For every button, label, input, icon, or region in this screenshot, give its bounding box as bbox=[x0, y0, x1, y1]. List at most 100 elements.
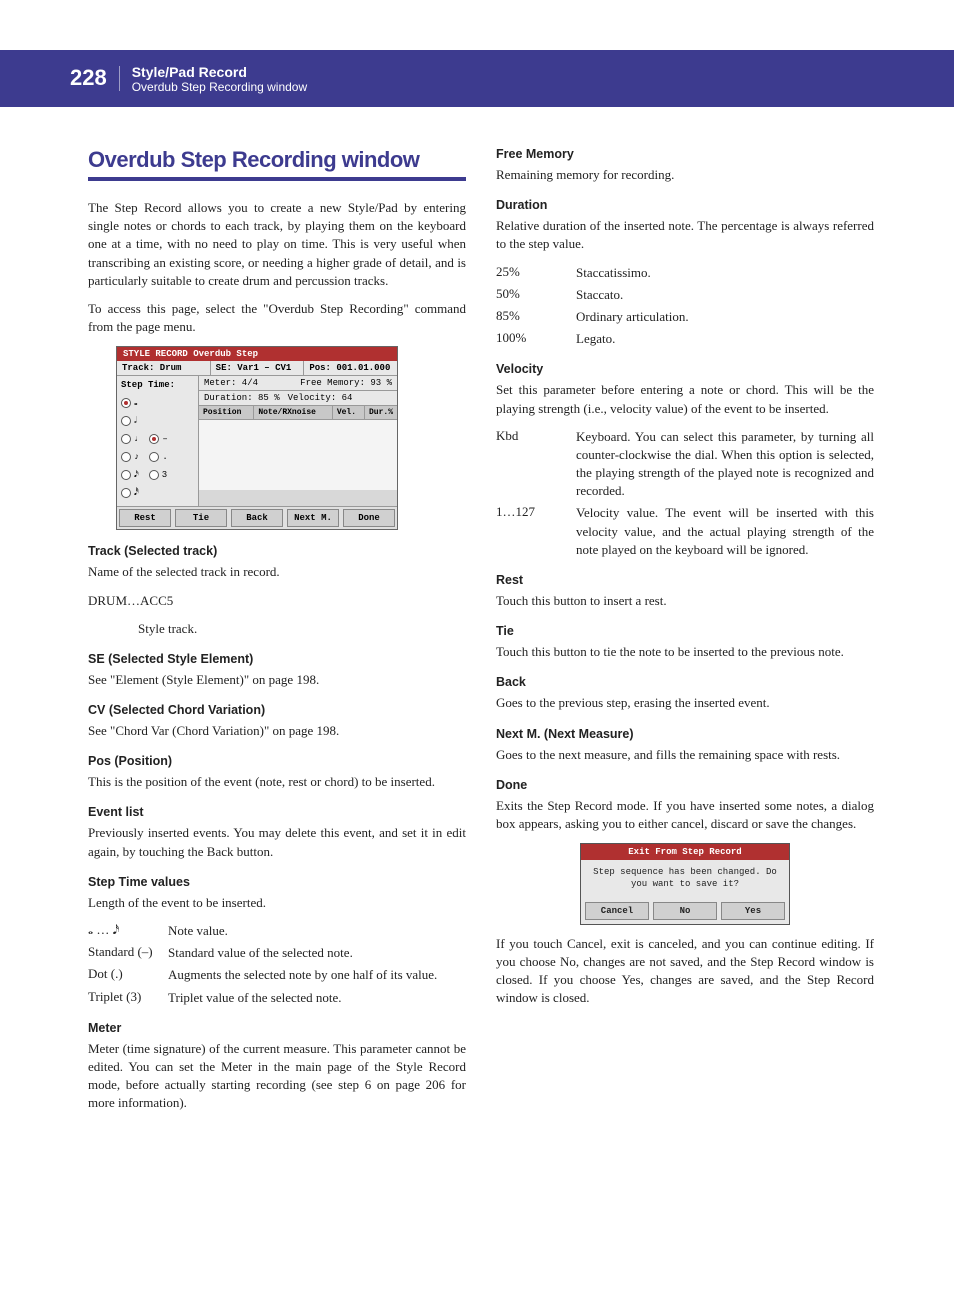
intro-p1: The Step Record allows you to create a n… bbox=[88, 199, 466, 290]
table-row: 𝅝 … 𝅘𝅥𝅯 Note value. bbox=[88, 922, 466, 940]
cv-head: CV (Selected Chord Variation) bbox=[88, 703, 466, 717]
table-row: 85% Ordinary articulation. bbox=[496, 308, 874, 326]
track-range: DRUM…ACC5 bbox=[88, 592, 466, 610]
meter-body: Meter (time signature) of the current me… bbox=[88, 1040, 466, 1113]
steptime-panel: Step Time: 𝅝 𝅗𝅥 ♩ – ♪ bbox=[117, 376, 199, 506]
dur-r1-t: 25% bbox=[496, 264, 576, 282]
info-pos: Pos: 001.01.000 bbox=[304, 361, 397, 375]
param-velocity: Velocity: 64 bbox=[288, 393, 353, 403]
st-r2-term: Standard (–) bbox=[88, 944, 168, 962]
window-buttons: Rest Tie Back Next M. Done bbox=[117, 506, 397, 529]
table-row: 100% Legato. bbox=[496, 330, 874, 348]
radio-mod-dash[interactable]: – bbox=[149, 434, 167, 444]
exit-dialog: Exit From Step Record Step sequence has … bbox=[580, 843, 790, 924]
back-body: Goes to the previous step, erasing the i… bbox=[496, 694, 874, 712]
done-button[interactable]: Done bbox=[343, 509, 395, 527]
nextm-button[interactable]: Next M. bbox=[287, 509, 339, 527]
content-columns: Overdub Step Recording window The Step R… bbox=[0, 107, 954, 1123]
header-subtitle: Overdub Step Recording window bbox=[132, 80, 307, 94]
nextm-head: Next M. (Next Measure) bbox=[496, 727, 874, 741]
page-header: 228 Style/Pad Record Overdub Step Record… bbox=[0, 50, 954, 107]
radio-eighth[interactable]: ♪ bbox=[121, 452, 139, 462]
table-row: Dot (.) Augments the selected note by on… bbox=[88, 966, 466, 984]
rest-body: Touch this button to insert a rest. bbox=[496, 592, 874, 610]
back-button[interactable]: Back bbox=[231, 509, 283, 527]
table-row: Standard (–) Standard value of the selec… bbox=[88, 944, 466, 962]
se-body: See "Element (Style Element)" on page 19… bbox=[88, 671, 466, 689]
info-track: Track: Drum bbox=[117, 361, 211, 375]
tie-head: Tie bbox=[496, 624, 874, 638]
velocity-head: Velocity bbox=[496, 362, 874, 376]
st-r1-def: Note value. bbox=[168, 922, 466, 940]
dialog-message: Step sequence has been changed. Do you w… bbox=[581, 860, 789, 897]
right-column: Free Memory Remaining memory for recordi… bbox=[496, 147, 874, 1123]
param-row-2: Duration: 85 % Velocity: 64 bbox=[199, 391, 397, 406]
left-column: Overdub Step Recording window The Step R… bbox=[88, 147, 466, 1123]
dialog-no-button[interactable]: No bbox=[653, 902, 717, 920]
table-row: Triplet (3) Triplet value of the selecte… bbox=[88, 989, 466, 1007]
dur-r2-t: 50% bbox=[496, 286, 576, 304]
event-table-body bbox=[199, 420, 397, 490]
radio-whole[interactable]: 𝅝 bbox=[121, 398, 138, 408]
vel-r1-d: Keyboard. You can select this parameter,… bbox=[576, 428, 874, 501]
table-row: 1…127 Velocity value. The event will be … bbox=[496, 504, 874, 559]
steptime-head: Step Time values bbox=[88, 875, 466, 889]
section-title: Overdub Step Recording window bbox=[88, 147, 466, 181]
dur-r4-t: 100% bbox=[496, 330, 576, 348]
param-meter: Meter: 4/4 bbox=[204, 378, 258, 388]
header-title: Style/Pad Record bbox=[132, 64, 307, 80]
radio-mod-3[interactable]: 3 bbox=[149, 470, 167, 480]
radio-sixteenth[interactable]: 𝅘𝅥𝅯 bbox=[121, 470, 139, 480]
tie-button[interactable]: Tie bbox=[175, 509, 227, 527]
pos-body: This is the position of the event (note,… bbox=[88, 773, 466, 791]
st-r3-term: Dot (.) bbox=[88, 966, 168, 984]
col-dur: Dur.% bbox=[365, 406, 397, 419]
st-r2-def: Standard value of the selected note. bbox=[168, 944, 466, 962]
eventlist-body: Previously inserted events. You may dele… bbox=[88, 824, 466, 860]
page-number: 228 bbox=[10, 66, 120, 90]
dialog-cancel-button[interactable]: Cancel bbox=[585, 902, 649, 920]
page-container: 228 Style/Pad Record Overdub Step Record… bbox=[0, 50, 954, 1183]
track-body: Name of the selected track in record. bbox=[88, 563, 466, 581]
radio-mod-dot[interactable]: . bbox=[149, 452, 167, 462]
intro-p2: To access this page, select the "Overdub… bbox=[88, 300, 466, 336]
dialog-yes-button[interactable]: Yes bbox=[721, 902, 785, 920]
dur-r3-d: Ordinary articulation. bbox=[576, 308, 874, 326]
radio-quarter[interactable]: ♩ bbox=[121, 434, 139, 444]
duration-head: Duration bbox=[496, 198, 874, 212]
rest-button[interactable]: Rest bbox=[119, 509, 171, 527]
param-row-1: Meter: 4/4 Free Memory: 93 % bbox=[199, 376, 397, 391]
vel-r2-t: 1…127 bbox=[496, 504, 576, 559]
vel-r2-d: Velocity value. The event will be insert… bbox=[576, 504, 874, 559]
st-r3-def: Augments the selected note by one half o… bbox=[168, 966, 466, 984]
done-body: Exits the Step Record mode. If you have … bbox=[496, 797, 874, 833]
tie-body: Touch this button to tie the note to be … bbox=[496, 643, 874, 661]
col-position: Position bbox=[199, 406, 254, 419]
dur-r1-d: Staccatissimo. bbox=[576, 264, 874, 282]
dur-r3-t: 85% bbox=[496, 308, 576, 326]
freemem-head: Free Memory bbox=[496, 147, 874, 161]
table-row: 50% Staccato. bbox=[496, 286, 874, 304]
velocity-table: Kbd Keyboard. You can select this parame… bbox=[496, 428, 874, 559]
eventlist-head: Event list bbox=[88, 805, 466, 819]
event-table-header: Position Note/RXnoise Vel. Dur.% bbox=[199, 406, 397, 420]
st-r4-def: Triplet value of the selected note. bbox=[168, 989, 466, 1007]
table-row: 25% Staccatissimo. bbox=[496, 264, 874, 282]
dialog-title: Exit From Step Record bbox=[581, 844, 789, 860]
duration-body: Relative duration of the inserted note. … bbox=[496, 217, 874, 253]
back-head: Back bbox=[496, 675, 874, 689]
info-se: SE: Var1 – CV1 bbox=[211, 361, 305, 375]
st-r4-term: Triplet (3) bbox=[88, 989, 168, 1007]
after-dialog-text: If you touch Cancel, exit is canceled, a… bbox=[496, 935, 874, 1008]
radio-thirtysecond[interactable]: 𝅘𝅥𝅰 bbox=[121, 488, 139, 498]
steptime-table: 𝅝 … 𝅘𝅥𝅯 Note value. Standard (–) Standar… bbox=[88, 922, 466, 1007]
duration-table: 25% Staccatissimo. 50% Staccato. 85% Ord… bbox=[496, 264, 874, 349]
param-freemem: Free Memory: 93 % bbox=[300, 378, 392, 388]
radio-half[interactable]: 𝅗𝅥 bbox=[121, 416, 137, 426]
done-head: Done bbox=[496, 778, 874, 792]
style-record-window: STYLE RECORD Overdub Step Track: Drum SE… bbox=[116, 346, 398, 530]
steptime-body: Length of the event to be inserted. bbox=[88, 894, 466, 912]
dur-r2-d: Staccato. bbox=[576, 286, 874, 304]
track-head: Track (Selected track) bbox=[88, 544, 466, 558]
header-titles: Style/Pad Record Overdub Step Recording … bbox=[120, 64, 307, 94]
